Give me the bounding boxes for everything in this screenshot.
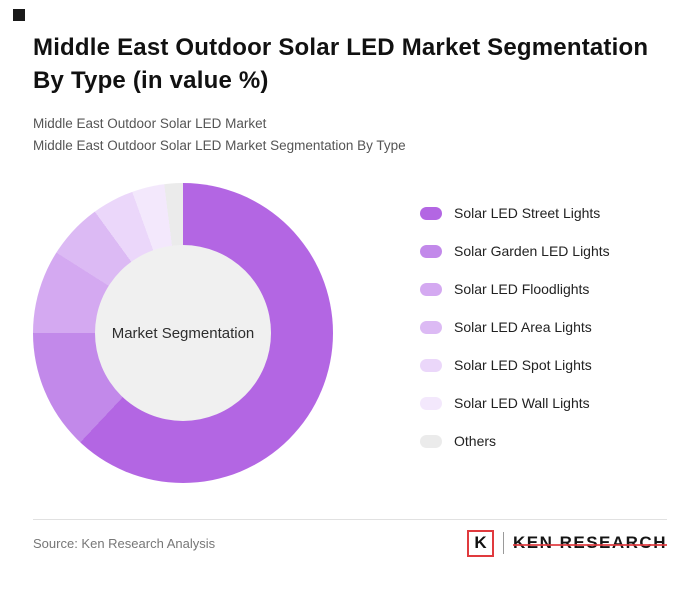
logo-divider xyxy=(502,532,504,554)
corner-mark xyxy=(13,9,25,21)
legend-swatch xyxy=(420,396,442,410)
donut-chart: Market Segmentation xyxy=(33,183,333,483)
chart-legend: Solar LED Street Lights Solar Garden LED … xyxy=(420,183,610,483)
subtitle-block: Middle East Outdoor Solar LED Market Mid… xyxy=(33,113,406,157)
footer-divider xyxy=(33,519,667,520)
legend-item: Others xyxy=(420,431,610,451)
legend-item: Solar LED Wall Lights xyxy=(420,393,610,413)
legend-item: Solar LED Area Lights xyxy=(420,317,610,337)
chart-area: Market Segmentation Solar LED Street Lig… xyxy=(33,183,667,483)
legend-item: Solar LED Spot Lights xyxy=(420,355,610,375)
legend-swatch xyxy=(420,244,442,258)
legend-label: Solar LED Street Lights xyxy=(454,205,601,221)
source-text: Source: Ken Research Analysis xyxy=(33,535,216,551)
legend-swatch xyxy=(420,358,442,372)
donut-center-label: Market Segmentation xyxy=(111,324,255,342)
legend-label: Solar LED Area Lights xyxy=(454,319,592,335)
legend-label: Solar LED Wall Lights xyxy=(454,395,590,411)
logo-k-letter: K xyxy=(474,533,487,552)
logo-brand-text: KEN RESEARCH xyxy=(512,533,668,552)
legend-item: Solar LED Street Lights xyxy=(420,203,610,223)
legend-swatch xyxy=(420,206,442,220)
subtitle-line-1: Middle East Outdoor Solar LED Market xyxy=(33,116,267,131)
legend-label: Solar LED Floodlights xyxy=(454,281,590,297)
legend-swatch xyxy=(420,320,442,334)
legend-label: Solar Garden LED Lights xyxy=(454,243,610,259)
legend-label: Others xyxy=(454,433,497,449)
page-title: Middle East Outdoor Solar LED Market Seg… xyxy=(33,31,648,97)
ken-research-logo: K KEN RESEARCH xyxy=(466,529,668,557)
page-title-line-1: Middle East Outdoor Solar LED Market Seg… xyxy=(33,34,649,61)
legend-label: Solar LED Spot Lights xyxy=(454,357,592,373)
legend-item: Solar LED Floodlights xyxy=(420,279,610,299)
legend-swatch xyxy=(420,282,442,296)
footer: Source: Ken Research Analysis K KEN RESE… xyxy=(33,526,668,560)
legend-swatch xyxy=(420,434,442,448)
page-title-line-2: By Type (in value %) xyxy=(33,67,269,95)
subtitle-line-2: Middle East Outdoor Solar LED Market Seg… xyxy=(33,137,406,153)
legend-item: Solar Garden LED Lights xyxy=(420,241,610,261)
donut-center: Market Segmentation xyxy=(95,245,271,421)
logo-k-icon: K xyxy=(466,529,494,557)
